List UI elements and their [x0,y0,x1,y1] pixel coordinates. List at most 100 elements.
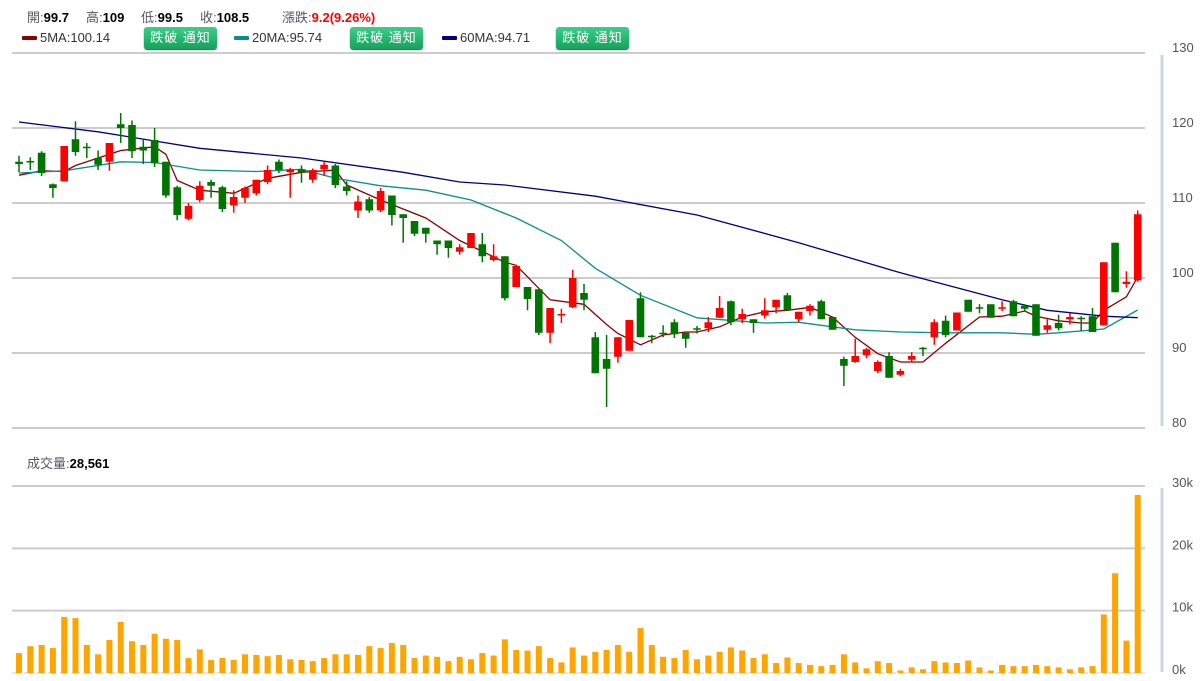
low-group: 低:99.5 [141,7,183,26]
close-label: 收: [200,10,217,25]
candle-body [501,256,509,299]
candle-body [365,199,374,211]
volume-tick-label: 20k [1172,537,1193,552]
ma5-alert-button[interactable]: 跌破 通知 [144,27,217,49]
volume-bar [1055,667,1062,673]
candle-body [851,356,859,362]
candle-body [376,191,385,211]
volume-bar [1044,666,1051,673]
candle-body [557,314,566,316]
ma-line-20ma [18,161,1139,335]
candlestick [636,292,645,338]
low-value: 99.5 [157,10,183,25]
volume-bar [219,658,226,673]
candle-body [196,185,204,200]
candlestick [998,301,1006,311]
candle-body [998,307,1006,309]
candlestick [941,315,950,338]
candle-body [275,161,283,170]
candlestick [1043,319,1052,333]
candle-body [817,301,826,320]
volume-bar [208,659,215,673]
volume-bar [230,659,237,673]
volume-bar [343,654,350,673]
ma60-alert-button[interactable]: 跌破 通知 [556,27,629,49]
volume-bar [524,650,531,673]
candlestick [817,299,826,320]
candle-body [523,287,532,299]
candlestick [738,308,746,323]
candlestick [320,161,328,176]
volume-value: 28,561 [69,456,110,471]
candlestick [433,240,441,255]
candlestick [580,284,588,311]
candle-body [896,371,905,375]
candle-body [772,299,780,308]
volume-bar [976,667,983,673]
candlesticks [15,113,1142,407]
candlestick [252,179,261,196]
volume-bar [671,658,678,673]
candlestick [467,233,475,248]
volume-bar [445,661,452,673]
candlestick [715,296,724,318]
volume-bar [750,658,757,673]
candle-body [727,301,735,323]
candle-body [670,322,679,335]
candlestick [15,155,23,173]
candlestick [376,188,385,212]
volume-bar [366,646,373,673]
candlestick [1009,299,1018,317]
volume-bar [999,664,1006,673]
moving-average-lines [18,121,1139,363]
volume-bar [592,651,599,673]
candlestick [365,197,374,213]
candlestick [1111,242,1119,293]
candle-body [648,335,656,338]
candle-body [953,312,961,331]
candlestick [591,332,600,374]
volume-bar [626,651,633,673]
candle-body [919,347,927,350]
candle-body [1032,304,1040,336]
candle-body [1020,305,1029,309]
candle-body [128,125,136,152]
price-tick-label: 110 [1172,190,1193,205]
change-value: 9.2(9.26%) [311,10,376,25]
ma20-label: 20MA:95.74 [252,30,323,45]
volume-bar [581,655,587,673]
ma20-alert-button[interactable]: 跌破 通知 [350,27,423,49]
candle-body [625,320,633,351]
candlestick [26,157,35,170]
volume-bar [682,649,689,673]
volume-bar [1033,664,1039,673]
candlestick [286,167,294,198]
volume-bar [468,659,474,673]
candlestick [173,185,181,221]
volume-bar [1078,667,1085,673]
candlestick [94,150,102,170]
candle-body [433,240,441,245]
ma60-swatch-icon [442,36,457,40]
volume-bar [49,648,56,673]
volume-bar [388,643,395,673]
volume-bar [535,646,542,673]
volume-bar [174,639,181,673]
volume-bar [1100,614,1107,673]
volume-bar [987,670,994,673]
candlestick [1032,304,1040,336]
volume-bar [648,644,655,673]
candlestick [840,356,848,386]
volume-bar [920,669,926,673]
open-value: 99.7 [43,10,69,25]
candlestick [828,317,837,330]
candle-body [37,152,46,173]
high-label: 高: [86,10,103,25]
candlestick [150,128,159,167]
candle-body [512,266,520,287]
candlestick [60,146,68,182]
candle-body [241,188,249,198]
candle-body [1066,317,1074,320]
candle-body [681,332,690,339]
candle-body [738,314,746,320]
